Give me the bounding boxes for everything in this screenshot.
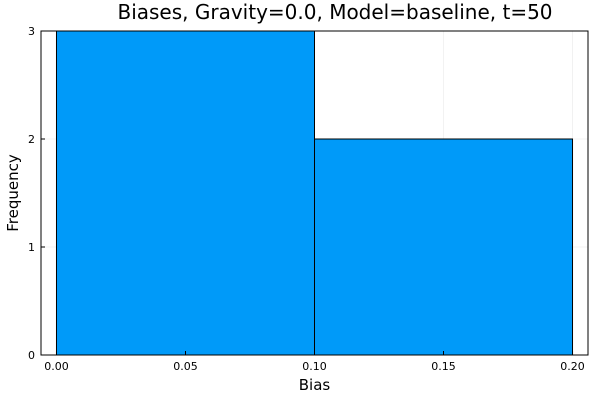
y-tick-label-1: 1	[28, 241, 35, 254]
x-tick-label-1: 0.05	[173, 360, 198, 373]
ticks-layer: 0.00 0.05 0.10 0.15 0.20 0 1 2 3	[28, 25, 585, 373]
y-tick-label-2: 2	[28, 133, 35, 146]
x-tick-label-4: 0.20	[560, 360, 585, 373]
histogram-bar-1	[314, 138, 574, 356]
x-axis-label: Bias	[299, 376, 331, 394]
x-tick-label-2: 0.10	[302, 360, 327, 373]
x-tick-label-3: 0.15	[431, 360, 456, 373]
y-tick-label-0: 0	[28, 349, 35, 362]
y-axis-label: Frequency	[4, 154, 22, 232]
histogram-bar-0	[55, 30, 315, 356]
y-tick-label-3: 3	[28, 25, 35, 38]
bars-layer	[55, 30, 574, 356]
chart-title: Biases, Gravity=0.0, Model=baseline, t=5…	[117, 0, 552, 24]
x-tick-label-0: 0.00	[44, 360, 69, 373]
